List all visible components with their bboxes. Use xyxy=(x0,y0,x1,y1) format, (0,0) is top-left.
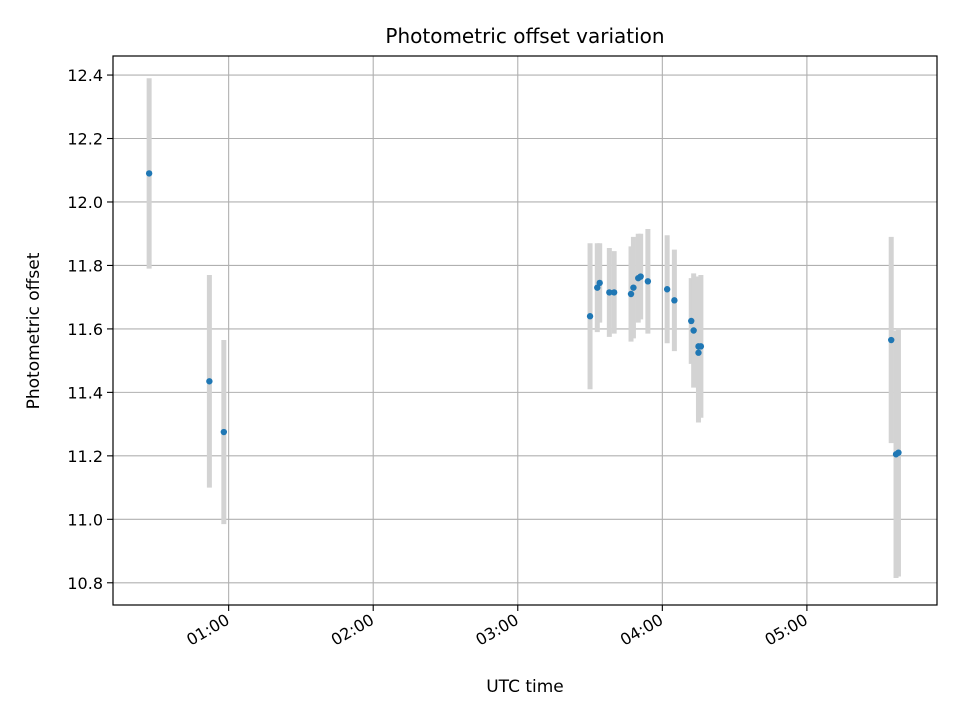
data-point xyxy=(644,278,652,285)
x-axis-title: UTC time xyxy=(486,677,564,697)
data-point xyxy=(627,290,635,298)
y-tick-label: 11.8 xyxy=(67,256,103,275)
y-tick-label: 11.6 xyxy=(67,320,103,339)
plot-area xyxy=(113,56,937,605)
data-point xyxy=(695,349,702,356)
data-point xyxy=(895,449,902,456)
data-point xyxy=(690,327,697,334)
data-point xyxy=(220,428,228,436)
data-point xyxy=(594,284,601,291)
data-point xyxy=(888,336,895,344)
y-tick-label: 12.0 xyxy=(67,193,103,212)
chart-title: Photometric offset variation xyxy=(385,24,664,48)
y-tick-label: 11.4 xyxy=(67,383,103,402)
data-point xyxy=(697,343,705,350)
y-tick-label: 12.2 xyxy=(67,130,103,149)
grid xyxy=(113,56,937,605)
data-point xyxy=(688,317,695,325)
y-axis-title: Photometric offset xyxy=(24,252,44,409)
y-tick-label: 11.2 xyxy=(67,447,103,466)
data-point xyxy=(663,286,671,293)
data-point xyxy=(596,279,603,287)
y-tick-label: 10.8 xyxy=(67,574,103,593)
data-point xyxy=(637,273,644,280)
y-tick-label: 11.0 xyxy=(67,510,103,529)
data-point xyxy=(610,289,618,296)
data-points xyxy=(145,170,902,458)
y-tick-label: 12.4 xyxy=(67,66,103,85)
data-point xyxy=(145,170,153,177)
data-point xyxy=(206,378,213,385)
data-point xyxy=(630,284,637,291)
data-point xyxy=(606,289,613,296)
data-point xyxy=(671,297,678,304)
plot-frame xyxy=(112,55,938,606)
data-point xyxy=(586,313,594,320)
